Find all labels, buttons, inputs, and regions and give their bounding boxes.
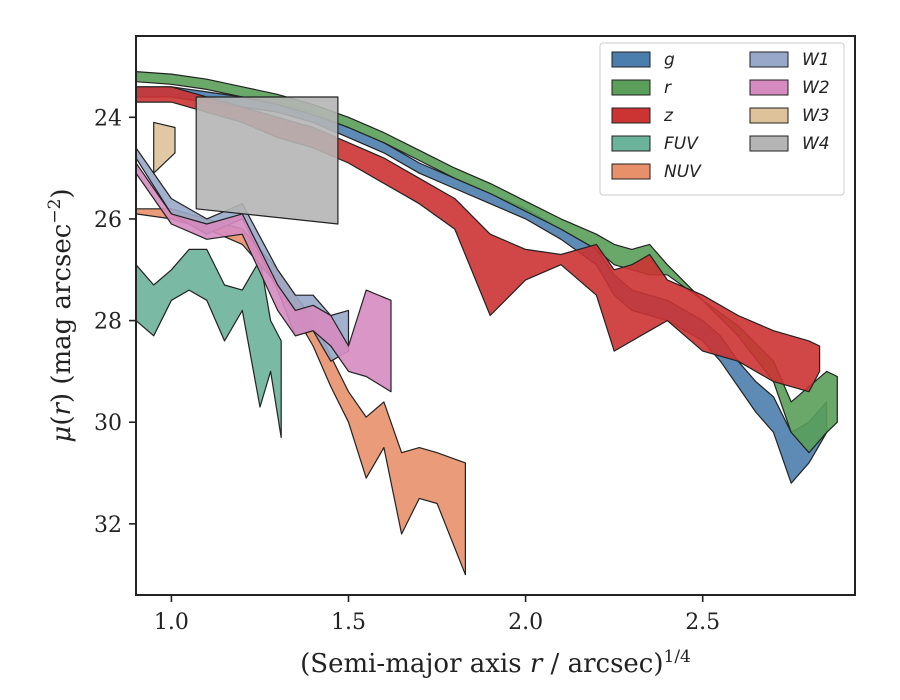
x-axis-ticks: 1.0 1.5 2.0 2.5 [154, 595, 720, 635]
legend-label-r: r [664, 78, 672, 98]
legend-swatch-w3 [749, 107, 789, 124]
y-tick-label: 24 [94, 106, 122, 131]
legend-label-z: z [663, 106, 674, 126]
x-tick-label: 2.0 [508, 610, 543, 635]
legend-label-g: g [664, 50, 675, 70]
x-axis-label-main: (Semi-major axis [300, 649, 530, 679]
y-axis-label-exponent: −2 [45, 199, 65, 224]
legend-swatch-fuv [611, 135, 651, 152]
legend-label-w3: W3 [802, 106, 830, 126]
legend-swatch-w4 [749, 135, 789, 152]
x-tick-label: 1.5 [331, 610, 366, 635]
band-w2 [136, 162, 392, 393]
legend-label-w2: W2 [802, 78, 830, 98]
plot-frame [135, 35, 856, 596]
x-axis-label-unit: / arcsec) [542, 649, 663, 679]
y-axis-label-r: r [47, 402, 77, 416]
legend: grz FUV NUV W1 W2 W3 W4 [599, 42, 845, 196]
band-fuv [136, 248, 282, 439]
y-axis-label-mu: μ [47, 426, 77, 443]
legend-label-w1: W1 [802, 50, 830, 70]
y-axis-label-close: ) [47, 188, 77, 198]
legend-label-w4: W4 [802, 134, 830, 154]
band-z [136, 86, 821, 393]
x-tick-label: 1.0 [154, 610, 189, 635]
legend-swatch-z [611, 107, 651, 124]
band-w4 [195, 96, 339, 225]
legend-swatch-g [611, 51, 651, 68]
band-w3 [153, 121, 176, 174]
legend-swatch-r [611, 79, 651, 96]
y-axis-label-paren: ( [47, 416, 77, 426]
x-axis-label-exponent: 1/4 [664, 647, 691, 667]
y-axis-ticks: 24 26 28 30 32 [94, 106, 136, 538]
x-axis-label-var: r [530, 649, 544, 679]
legend-label-nuv: NUV [664, 162, 702, 182]
y-tick-label: 32 [94, 513, 122, 538]
y-tick-label: 26 [94, 208, 122, 233]
y-tick-label: 28 [94, 310, 122, 335]
x-tick-label: 2.5 [685, 610, 720, 635]
series-bands [136, 70, 838, 576]
legend-swatch-w2 [749, 79, 789, 96]
y-axis-label: μ(r) (mag arcsec−2) [45, 188, 77, 442]
legend-swatch-nuv [611, 163, 651, 180]
y-tick-label: 30 [94, 411, 122, 436]
band-r [136, 70, 838, 454]
x-axis-label: (Semi-major axis r / arcsec)1/4 [300, 647, 691, 679]
legend-swatch-w1 [749, 51, 789, 68]
legend-label-fuv: FUV [664, 134, 699, 154]
y-axis-label-unit: ) (mag arcsec [47, 224, 77, 403]
